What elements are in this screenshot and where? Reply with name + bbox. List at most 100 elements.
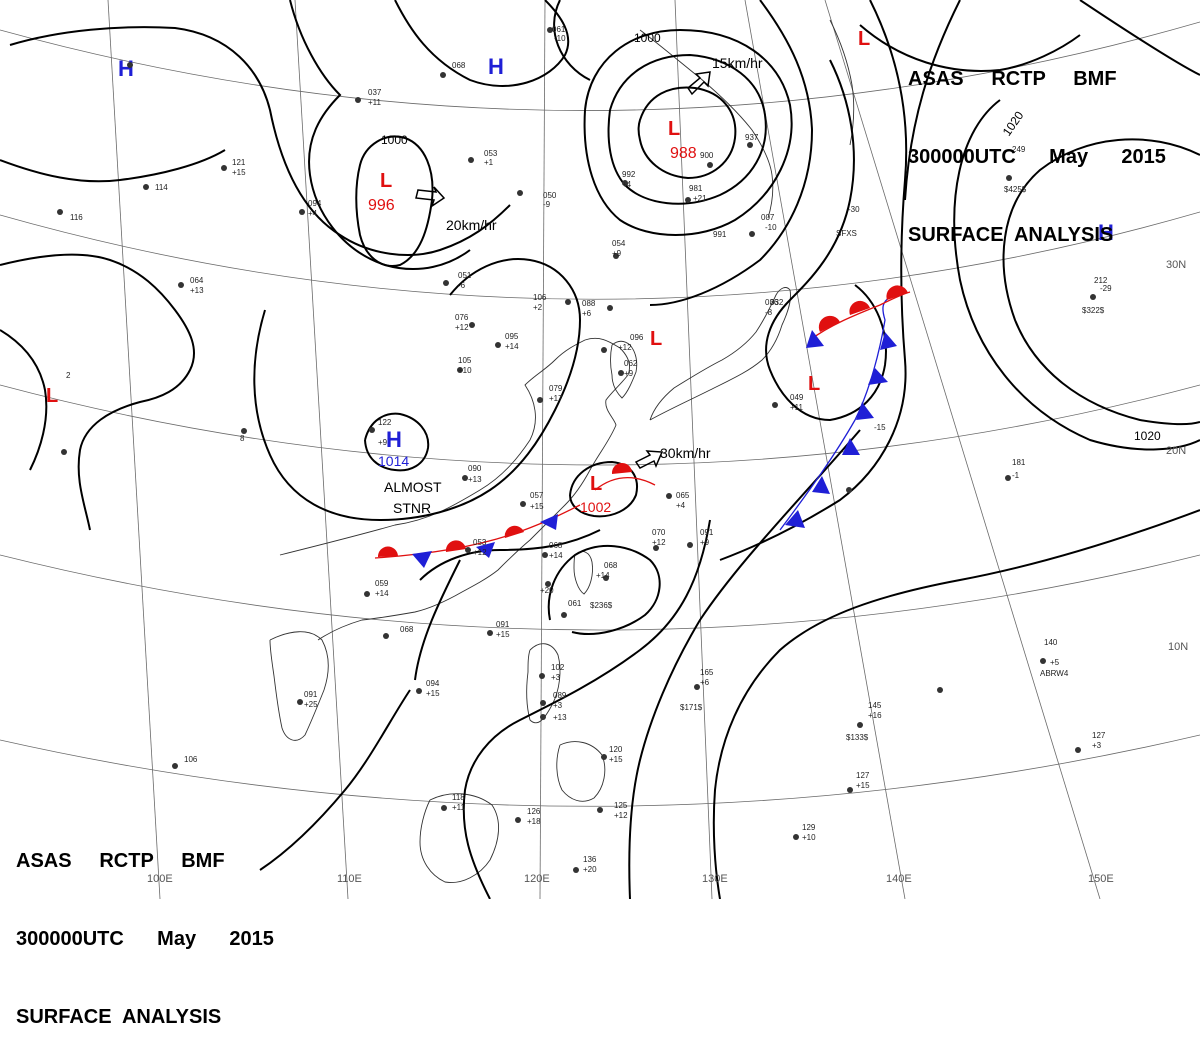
coast-indochina <box>269 631 329 741</box>
header-line-title: SURFACE ANALYSIS <box>16 1006 222 1028</box>
station-value: +4 <box>676 501 686 510</box>
station-value: +12 <box>455 323 469 332</box>
station-value: 116 <box>70 213 83 222</box>
station-value: +15 <box>856 781 870 790</box>
station-value: 096 <box>630 333 644 342</box>
low-center-symbol: L <box>668 118 680 140</box>
motion-speed-label: 15km/hr <box>712 55 763 71</box>
station-value: +1 <box>484 158 494 167</box>
station-value: +9 <box>612 249 622 258</box>
station-value: 070 <box>652 528 666 537</box>
isobar-22 <box>569 460 638 518</box>
station-value: SFXS <box>836 229 857 238</box>
station-value: +15 <box>530 502 544 511</box>
cold-triangle <box>540 514 558 530</box>
station-value: +20 <box>583 865 597 874</box>
header-block-top-right: ASAS RCTP BMF 300000UTC May 2015 SURFACE… <box>908 14 1166 274</box>
meridian-110e <box>294 0 349 899</box>
station-value: +11 <box>368 98 382 107</box>
station-value: 053 <box>484 149 498 158</box>
lat-label-10n: 10N <box>1168 641 1188 653</box>
lon-label-130e: 130E <box>702 873 728 885</box>
station-value: 007 <box>761 213 775 222</box>
low-center-symbol: L <box>380 170 392 192</box>
station-value: 118 <box>452 793 465 802</box>
station-value: 140 <box>1044 638 1058 647</box>
low-center-symbol: L <box>808 373 820 395</box>
status-line-1: ALMOST <box>384 479 442 495</box>
station-value: 212 <box>1094 276 1108 285</box>
station-value: 032 <box>770 298 784 307</box>
low-center-value: 1002 <box>580 499 611 515</box>
coast-mindanao <box>556 741 606 802</box>
isobar-14 <box>1002 138 1200 426</box>
header-line-station: ASAS RCTP BMF <box>16 850 225 872</box>
high-center-symbol: H <box>118 56 134 81</box>
station-value: 068 <box>549 541 563 550</box>
header-line-datetime: 300000UTC May 2015 <box>908 146 1166 168</box>
motion-speed-label: 20km/hr <box>446 217 497 233</box>
isobar-25 <box>462 519 711 899</box>
station-value: +18 <box>527 817 541 826</box>
isobar-26 <box>628 429 861 899</box>
warm-bump <box>377 546 398 557</box>
status-line-2: STNR <box>393 500 431 516</box>
warm-bump <box>504 525 524 538</box>
meridian-120e <box>539 0 546 899</box>
isobar-2 <box>289 0 471 271</box>
graticule-labels: 30N 20N 10N 100E 110E 120E 130E 140E 150… <box>147 259 1188 885</box>
station-value: 062 <box>624 359 638 368</box>
header-line-datetime: 300000UTC May 2015 <box>16 928 274 950</box>
station-value: 129 <box>802 823 816 832</box>
high-center-symbol: H <box>1098 220 1114 245</box>
station-value: 037 <box>368 88 382 97</box>
cold-triangle <box>880 332 897 350</box>
isobar-23 <box>547 544 661 636</box>
station-value: -10 <box>554 34 566 43</box>
station-value: 051 <box>458 271 472 280</box>
isobar-10 <box>765 59 887 422</box>
station-value: 050 <box>543 191 557 200</box>
station-value: 057 <box>530 491 544 500</box>
isobar-21 <box>364 412 430 472</box>
isobar-9 <box>649 0 814 306</box>
isobar-label-1000-left: 1000 <box>381 133 408 147</box>
motion-speed-label: 30km/hr <box>660 445 711 461</box>
station-value: +12 <box>614 811 628 820</box>
lon-label-110e: 110E <box>337 873 362 885</box>
isobars <box>0 0 1200 899</box>
coast-taiwan <box>573 551 593 595</box>
isobar-label-1020-lower: 1020 <box>1134 429 1161 443</box>
parallel-20n <box>0 384 1200 466</box>
station-value: +12 <box>652 538 666 547</box>
coast-russia-east <box>639 29 774 219</box>
low-center-value: 988 <box>670 145 697 162</box>
station-value: +2 <box>533 303 543 312</box>
station-value: +15 <box>609 755 623 764</box>
coast-kamchatka <box>829 19 855 146</box>
cold-triangle <box>856 402 874 420</box>
coast-china <box>279 337 631 641</box>
isobar-29 <box>414 559 461 681</box>
isobar-17 <box>0 253 195 531</box>
station-value: 095 <box>505 332 519 341</box>
station-value: 049 <box>790 393 804 402</box>
coast-korea <box>610 340 638 399</box>
cold-triangle <box>806 330 824 348</box>
station-value: 076 <box>455 313 469 322</box>
station-value: 090 <box>468 464 482 473</box>
station-value: 136 <box>583 855 597 864</box>
lat-label-20n: 20N <box>1166 445 1186 457</box>
station-value: 937 <box>745 133 759 142</box>
warm-front-line <box>594 477 656 491</box>
station-value: 068 <box>452 61 466 70</box>
station-value: +25 <box>304 700 318 709</box>
station-value: +9 <box>700 538 710 547</box>
station-value: 106 <box>184 755 198 764</box>
station-circle-group <box>57 27 1096 873</box>
station-value: 249 <box>1012 145 1026 154</box>
station-value: 122 <box>378 418 392 427</box>
motion-arrow-2 <box>687 71 711 96</box>
high-center-symbol: H <box>386 427 402 452</box>
station-value: $171$ <box>680 703 703 712</box>
